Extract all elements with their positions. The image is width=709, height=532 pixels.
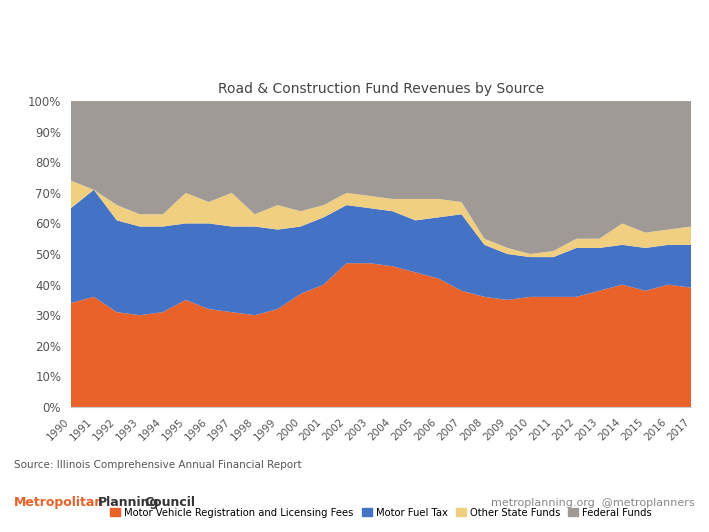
Text: metroplanning.org  @metroplanners: metroplanning.org @metroplanners	[491, 498, 695, 508]
Text: Metropolitan: Metropolitan	[14, 496, 104, 509]
Title: Road & Construction Fund Revenues by Source: Road & Construction Fund Revenues by Sou…	[218, 82, 544, 96]
Text: Source: Illinois Comprehensive Annual Financial Report: Source: Illinois Comprehensive Annual Fi…	[14, 460, 302, 470]
Text: We’re relying on federal funding more: We’re relying on federal funding more	[18, 31, 588, 57]
Text: Council: Council	[144, 496, 195, 509]
Legend: Motor Vehicle Registration and Licensing Fees, Motor Fuel Tax, Other State Funds: Motor Vehicle Registration and Licensing…	[106, 504, 656, 522]
Text: Planning: Planning	[98, 496, 160, 509]
